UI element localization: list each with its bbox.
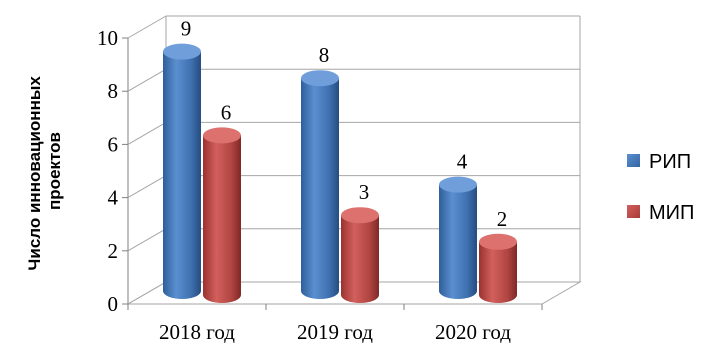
bars: [163, 43, 517, 303]
y-tick-label: 2: [108, 239, 119, 263]
x-category-label: 2019 год: [297, 320, 373, 344]
legend-label-rip: РИП: [649, 151, 691, 173]
legend: РИП МИП: [627, 151, 694, 224]
bar-mip: [479, 233, 517, 303]
legend-swatch-rip: [627, 154, 640, 167]
y-tick-label: 8: [108, 79, 119, 103]
gridline-side: [127, 121, 167, 145]
x-axis-categories: 2018 год 2019 год 2020 год: [127, 304, 543, 344]
gridline-side: [127, 228, 167, 252]
legend-label-mip: МИП: [649, 202, 694, 224]
data-labels: 9 6 8 3 4 2: [181, 17, 508, 231]
bar-rip: [439, 176, 477, 299]
data-label: 6: [221, 100, 232, 124]
data-label: 2: [497, 207, 508, 231]
y-tick-label: 10: [97, 26, 118, 50]
y-axis-label-line-2: проектов: [45, 132, 64, 210]
data-label: 8: [319, 43, 330, 67]
x-category-label: 2020 год: [435, 320, 511, 344]
legend-swatch-mip: [627, 205, 640, 218]
bar-rip: [301, 70, 339, 299]
y-tick-label: 6: [108, 132, 119, 156]
gridline-side: [127, 281, 167, 305]
y-axis-ticks: 0 2 4 6 8 10: [97, 26, 128, 316]
gridline-side: [127, 68, 167, 92]
data-label: 3: [359, 180, 370, 204]
y-tick-label: 4: [108, 186, 119, 210]
data-label: 4: [457, 150, 468, 174]
bar-mip: [341, 207, 379, 303]
y-axis-label-line-1: Число инновационных: [25, 76, 44, 271]
data-label: 9: [181, 17, 192, 41]
y-tick-label: 0: [108, 292, 119, 316]
x-category-label: 2018 год: [159, 320, 235, 344]
bar-rip: [163, 43, 201, 299]
y-axis-label: Число инновационных проектов: [25, 71, 64, 270]
bar-mip: [203, 127, 241, 303]
gridline-side: [127, 15, 167, 39]
gridline-side: [127, 175, 167, 199]
